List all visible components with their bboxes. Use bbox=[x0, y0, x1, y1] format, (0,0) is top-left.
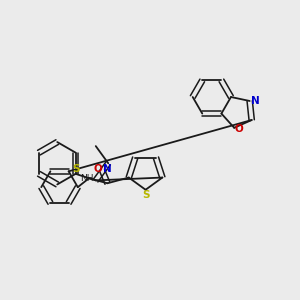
Text: O: O bbox=[93, 164, 102, 174]
Text: N: N bbox=[103, 164, 112, 173]
Text: N: N bbox=[250, 96, 260, 106]
Text: O: O bbox=[235, 124, 244, 134]
Text: S: S bbox=[72, 164, 80, 173]
Text: S: S bbox=[142, 190, 149, 200]
Text: NH: NH bbox=[80, 174, 93, 183]
